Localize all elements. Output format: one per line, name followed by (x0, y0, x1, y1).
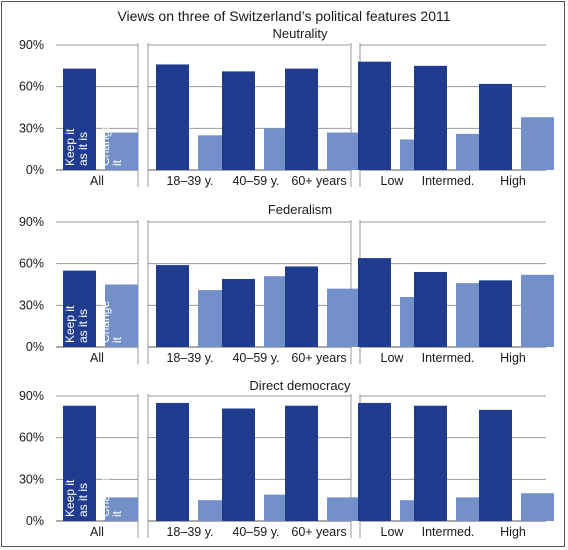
y-tick-label: 0% (26, 163, 44, 177)
in-bar-label-keep: Keep it (63, 479, 77, 517)
y-tick-label: 0% (26, 514, 44, 528)
in-bar-label-change: Change (98, 301, 112, 343)
x-category-label: Low (381, 174, 405, 188)
y-tick-label: 90% (19, 215, 44, 229)
x-category-label: High (500, 525, 526, 539)
bar-keep (358, 402, 391, 521)
panel-subtitle: Federalism (268, 202, 332, 217)
bar-keep (63, 270, 96, 347)
x-category-label: All (90, 174, 104, 188)
bar-change (105, 497, 138, 521)
bar-keep (222, 408, 255, 521)
bar-keep (156, 64, 189, 170)
y-tick-label: 30% (19, 121, 44, 135)
bar-keep (222, 71, 255, 170)
bar-keep (414, 272, 447, 347)
panel-subtitle: Neutrality (273, 26, 328, 41)
bar-keep (479, 83, 512, 170)
x-category-label: 60+ years (291, 174, 346, 188)
in-bar-label-keep: Keep it (63, 128, 77, 166)
in-bar-label-change: Change (98, 475, 112, 517)
y-tick-label: 30% (19, 298, 44, 312)
y-tick-label: 60% (19, 80, 44, 94)
bar-change (327, 497, 360, 521)
bar-keep (358, 258, 391, 347)
bar-keep (358, 61, 391, 170)
bar-keep (63, 405, 96, 521)
x-category-label: 40–59 y. (232, 525, 279, 539)
x-category-label: Low (381, 351, 405, 365)
x-category-label: All (90, 525, 104, 539)
x-category-label: 18–39 y. (166, 174, 213, 188)
x-category-label: 40–59 y. (232, 351, 279, 365)
in-bar-label-change: it (110, 510, 124, 517)
bar-keep (414, 65, 447, 170)
x-category-label: Intermed. (422, 525, 475, 539)
bar-keep (222, 278, 255, 347)
y-tick-label: 90% (19, 38, 44, 52)
bar-keep (479, 280, 512, 347)
x-category-label: 40–59 y. (232, 174, 279, 188)
x-category-label: 60+ years (291, 525, 346, 539)
y-tick-label: 90% (19, 389, 44, 403)
in-bar-label-change: Change (98, 124, 112, 166)
bar-keep (63, 68, 96, 170)
x-category-label: High (500, 174, 526, 188)
bar-change (327, 288, 360, 347)
x-category-label: 18–39 y. (166, 525, 213, 539)
bar-change (105, 132, 138, 170)
bar-change (327, 132, 360, 170)
y-tick-label: 60% (19, 257, 44, 271)
in-bar-label-keep: Keep it (63, 305, 77, 343)
in-bar-label-keep: as it is (76, 309, 90, 343)
bar-change (521, 274, 554, 347)
x-category-label: Intermed. (422, 351, 475, 365)
bar-change (521, 117, 554, 170)
in-bar-label-change: it (110, 159, 124, 166)
y-tick-label: 60% (19, 431, 44, 445)
chart-title: Views on three of Switzerland’s politica… (117, 8, 450, 24)
panel-subtitle: Direct democracy (249, 378, 351, 393)
y-tick-label: 30% (19, 472, 44, 486)
bar-keep (285, 405, 318, 521)
bar-keep (156, 265, 189, 347)
bar-keep (479, 409, 512, 521)
x-category-label: Intermed. (422, 174, 475, 188)
bar-keep (285, 266, 318, 347)
x-category-label: 18–39 y. (166, 351, 213, 365)
bar-keep (285, 68, 318, 170)
x-category-label: Low (381, 525, 405, 539)
in-bar-label-change: it (110, 336, 124, 343)
x-category-label: 60+ years (291, 351, 346, 365)
in-bar-label-keep: as it is (76, 483, 90, 517)
y-tick-label: 0% (26, 340, 44, 354)
bar-change (105, 284, 138, 347)
x-category-label: All (90, 351, 104, 365)
in-bar-label-keep: as it is (76, 132, 90, 166)
x-category-label: High (500, 351, 526, 365)
bar-keep (414, 405, 447, 521)
bar-change (521, 493, 554, 521)
bar-keep (156, 402, 189, 521)
